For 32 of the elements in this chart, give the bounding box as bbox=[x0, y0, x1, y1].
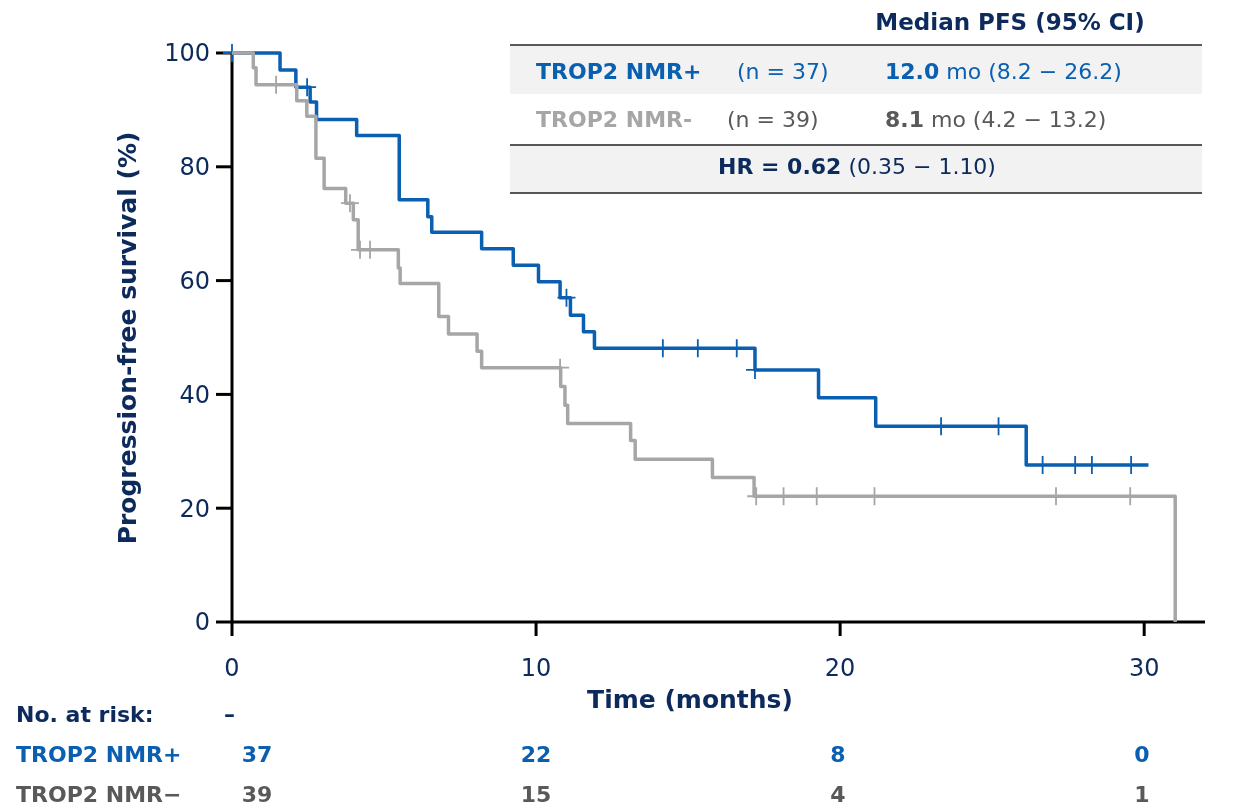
x-tick-label: 0 bbox=[224, 654, 240, 682]
text: 15 bbox=[520, 782, 552, 807]
y-tick-label: 0 bbox=[194, 608, 210, 637]
text: 39 bbox=[241, 782, 273, 807]
text: 8 bbox=[830, 742, 846, 767]
text: 37 bbox=[241, 742, 273, 767]
annotation: (n = 37) bbox=[737, 59, 829, 84]
text: – bbox=[224, 702, 235, 727]
y-tick-label: 40 bbox=[179, 380, 210, 409]
x-tick-label: 20 bbox=[824, 654, 856, 682]
text: Median PFS (95% CI) bbox=[875, 9, 1145, 35]
y-tick-label: 60 bbox=[179, 267, 210, 295]
y-tick-label: 100 bbox=[164, 39, 210, 68]
y-tick-label: 20 bbox=[179, 494, 210, 523]
x-tick-label: 30 bbox=[1128, 654, 1160, 682]
text: No. at risk: bbox=[16, 702, 154, 727]
text: TROP2 NMR− bbox=[16, 782, 182, 807]
annotation: 12.0 mo (8.2 − 26.2) bbox=[885, 59, 1122, 84]
text: TROP2 NMR+ bbox=[536, 59, 702, 84]
text: TROP2 NMR+ bbox=[16, 742, 182, 767]
y-tick-label: 80 bbox=[179, 153, 210, 182]
text: 22 bbox=[520, 742, 552, 767]
text: TROP2 NMR- bbox=[536, 107, 693, 132]
text: 0 bbox=[1134, 742, 1150, 767]
annotation: 8.1 mo (4.2 − 13.2) bbox=[885, 107, 1107, 132]
text: 1 bbox=[1134, 782, 1150, 807]
annotation: HR = 0.62 (0.35 − 1.10) bbox=[718, 154, 996, 179]
x-axis-title: Time (months) bbox=[587, 685, 793, 714]
annotation: (n = 39) bbox=[727, 107, 819, 132]
y-axis-title: Progression-free survival (%) bbox=[113, 131, 142, 545]
x-tick-label: 10 bbox=[520, 654, 552, 682]
text: 4 bbox=[830, 782, 846, 807]
